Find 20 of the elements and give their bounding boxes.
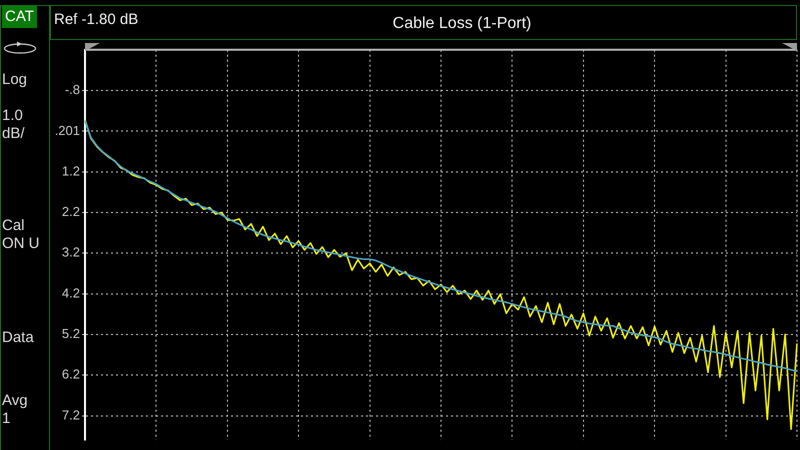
text: Log [2, 71, 28, 89]
y-tick-label: 2.2 [62, 204, 80, 220]
y-tick-label: 7.2 [62, 407, 80, 422]
y-tick-label: -.8 [64, 82, 80, 98]
y-tick-label: 4.2 [62, 285, 80, 300]
y-tick-label: 1.2 [62, 163, 80, 178]
y-tick-label: 6.2 [62, 366, 80, 382]
text: Data [2, 329, 34, 347]
text: dB/ [2, 125, 25, 143]
text: ON U [2, 235, 40, 253]
y-tick-label: .201 [54, 122, 80, 138]
y-tick-label: 3.2 [62, 244, 80, 260]
chart-title: Cable Loss (1-Port) [392, 14, 532, 33]
text: Ref -1.80 dB [54, 11, 138, 29]
y-tick-label: 5.2 [62, 326, 80, 342]
text: 1.0 [2, 107, 23, 125]
text: CAT [2, 6, 37, 28]
text: 1 [2, 410, 10, 428]
text: Avg [2, 392, 28, 410]
text: Cal [2, 217, 25, 235]
